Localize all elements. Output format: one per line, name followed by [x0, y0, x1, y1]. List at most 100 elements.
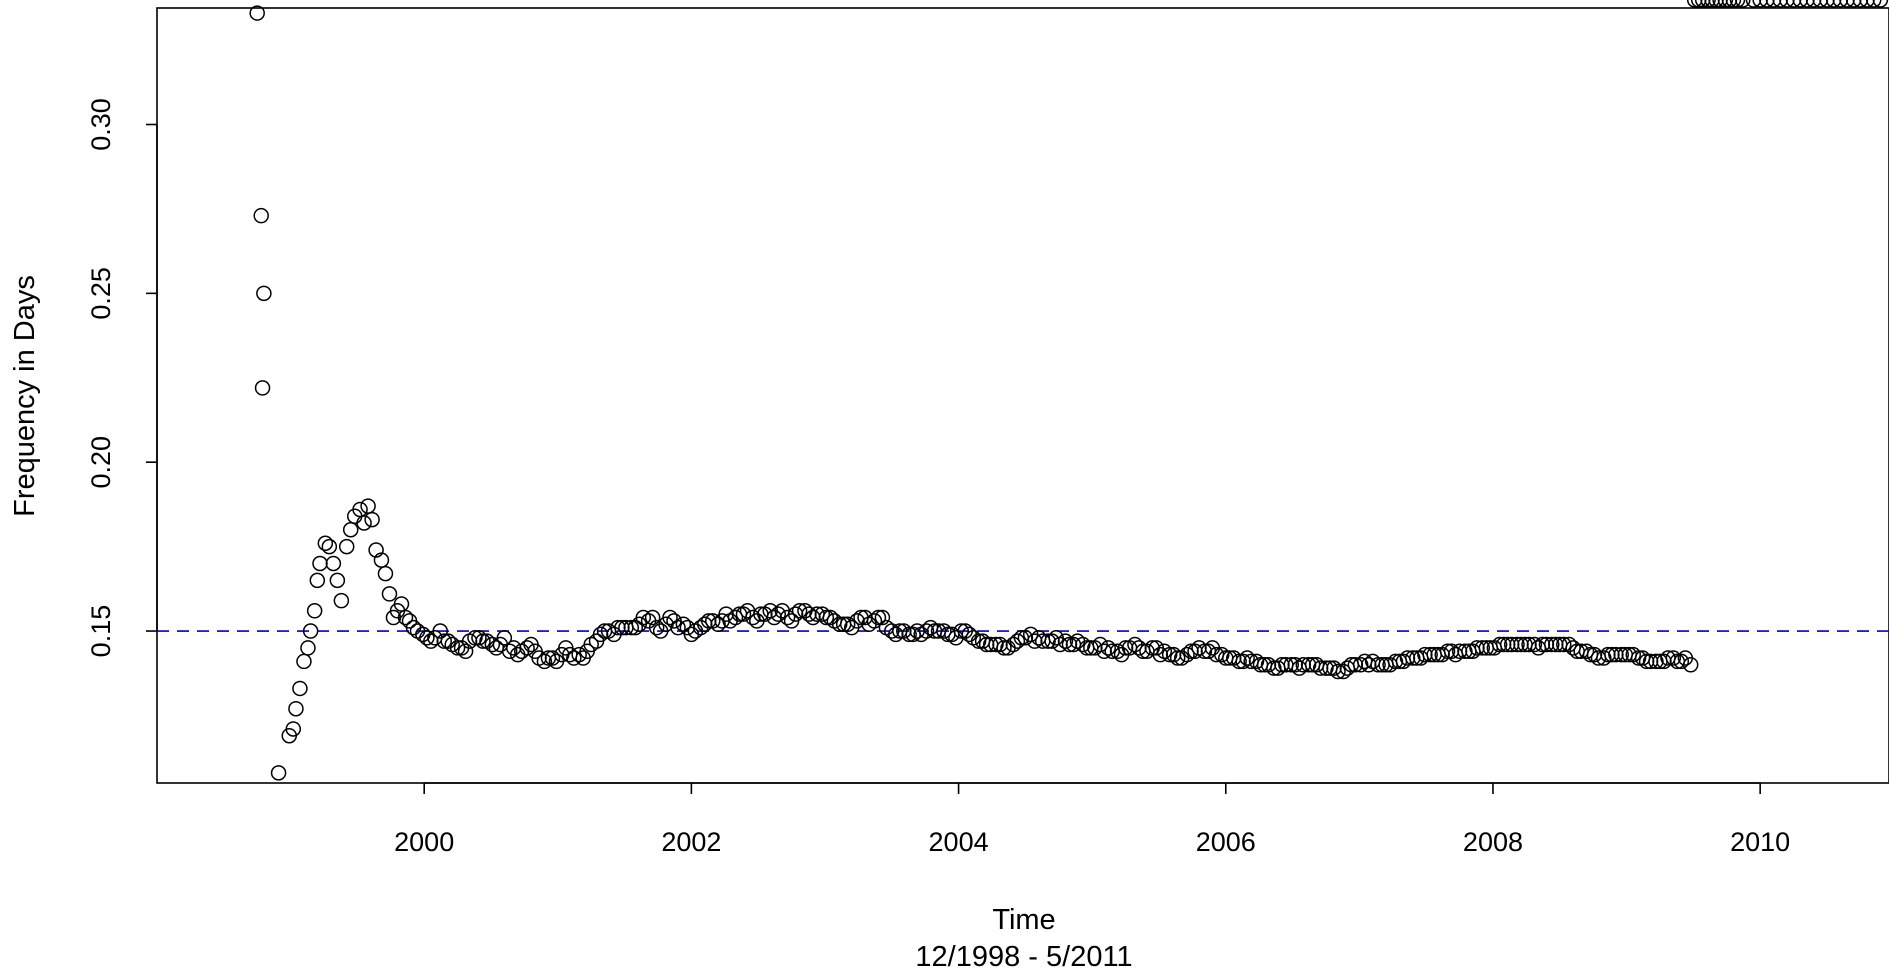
data-point	[249, 5, 265, 21]
data-point	[1578, 643, 1595, 660]
data-point	[988, 636, 1004, 653]
y-axis: 0.15 0.20 0.25 0.30	[86, 98, 158, 657]
data-point	[1169, 650, 1186, 666]
data-point	[1526, 636, 1543, 653]
data-point	[1330, 663, 1346, 680]
data-point	[1825, 0, 1842, 8]
data-point	[1859, 0, 1875, 8]
data-point	[436, 633, 452, 649]
x-axis-title: Time	[992, 904, 1055, 936]
data-point	[1239, 650, 1255, 666]
data-point	[419, 630, 435, 646]
data-point	[1845, 0, 1862, 8]
data-point	[922, 619, 939, 636]
data-point	[432, 623, 448, 639]
data-point	[936, 623, 952, 639]
data-point	[779, 609, 796, 626]
data-point	[1630, 650, 1647, 666]
data-point	[1196, 643, 1213, 660]
data-point	[329, 572, 346, 589]
data-point	[471, 630, 487, 646]
data-point	[488, 640, 505, 656]
x-tick-label: 2010	[1730, 827, 1790, 857]
data-point	[292, 680, 308, 697]
data-point	[1721, 0, 1738, 8]
data-point	[288, 700, 304, 717]
data-point	[342, 521, 359, 538]
data-point	[675, 616, 692, 633]
data-point	[961, 626, 978, 643]
plot-frame	[156, 7, 1889, 784]
data-point	[849, 613, 865, 629]
data-point	[866, 613, 883, 629]
data-point	[296, 653, 312, 670]
data-point	[467, 630, 483, 646]
data-point	[1422, 646, 1438, 663]
data-point	[1832, 0, 1849, 8]
data-point	[831, 616, 848, 633]
data-point	[1682, 657, 1699, 673]
data-point	[1865, 0, 1882, 8]
data-point	[1248, 653, 1265, 670]
data-point	[321, 538, 338, 555]
data-point	[1339, 660, 1356, 676]
data-point	[300, 640, 316, 656]
data-point	[918, 623, 935, 639]
data-point	[1387, 653, 1404, 670]
data-point	[1839, 0, 1855, 8]
data-point	[1779, 0, 1795, 8]
data-point	[501, 643, 518, 660]
chart-subtitle: 12/1998 - 5/2011	[915, 941, 1132, 973]
data-point	[1009, 633, 1026, 649]
data-point	[1708, 0, 1724, 8]
data-point	[381, 586, 398, 602]
data-point	[397, 609, 414, 626]
data-point	[1712, 0, 1728, 8]
data-point	[1179, 646, 1195, 663]
data-point	[1735, 0, 1751, 8]
data-points	[249, 0, 1889, 781]
data-point	[839, 616, 856, 633]
data-point	[1648, 653, 1664, 670]
data-point	[1686, 0, 1703, 8]
data-point	[1690, 0, 1707, 8]
data-point	[1700, 0, 1716, 8]
data-point	[484, 636, 501, 653]
data-point	[791, 603, 808, 619]
data-point	[1785, 0, 1802, 8]
data-point	[1405, 650, 1421, 666]
data-point	[1318, 660, 1334, 676]
data-point	[270, 765, 287, 781]
data-point	[1161, 646, 1178, 663]
data-point	[333, 592, 350, 609]
data-point	[254, 380, 271, 396]
y-tick-label: 0.20	[86, 436, 116, 489]
data-point	[874, 609, 891, 626]
data-point	[1530, 640, 1547, 656]
x-tick-label: 2004	[929, 827, 989, 857]
data-point	[1214, 646, 1230, 663]
data-point	[888, 626, 904, 643]
data-point	[623, 619, 640, 636]
data-point	[1231, 653, 1247, 670]
y-axis-title: Frequency in Days	[9, 275, 41, 517]
data-point	[449, 640, 466, 656]
data-point	[884, 623, 900, 639]
data-point	[1759, 0, 1775, 8]
data-point	[285, 721, 302, 737]
data-point	[727, 609, 744, 626]
data-point	[1100, 640, 1116, 656]
data-point	[536, 653, 553, 670]
data-point	[475, 633, 491, 649]
data-point	[1729, 0, 1746, 8]
x-tick-label: 2008	[1463, 827, 1523, 857]
data-point	[312, 555, 328, 572]
data-point	[1291, 660, 1308, 676]
data-point	[256, 285, 272, 302]
data-point	[1812, 0, 1829, 8]
data-point	[1491, 636, 1508, 653]
data-point	[1370, 657, 1386, 673]
data-point	[364, 511, 380, 528]
data-point	[953, 623, 970, 639]
data-point	[1457, 643, 1473, 660]
